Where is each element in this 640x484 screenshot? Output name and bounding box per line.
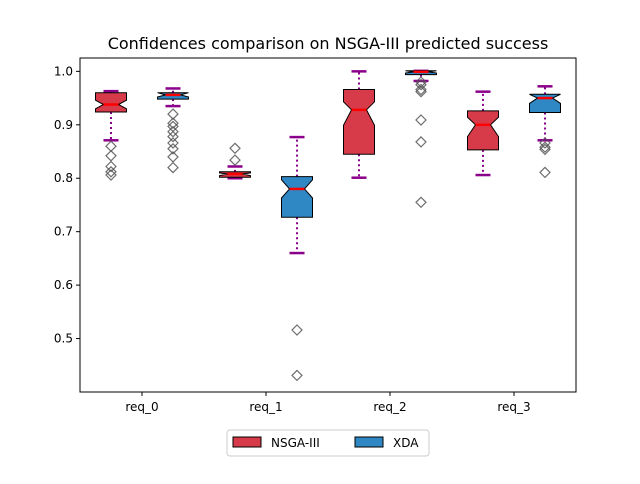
legend-label: XDA bbox=[393, 436, 419, 450]
outlier-point bbox=[539, 141, 551, 154]
box-req_0 bbox=[157, 87, 189, 174]
outlier-point bbox=[539, 137, 551, 149]
outlier-point bbox=[105, 160, 117, 173]
legend[interactable]: NSGA-III XDA bbox=[226, 429, 430, 457]
outlier-point bbox=[167, 125, 179, 138]
chart-title: Confidences comparison on NSGA-III predi… bbox=[108, 34, 549, 53]
y-tick-label: 0.7 bbox=[54, 225, 73, 239]
box-req_2 bbox=[343, 70, 375, 179]
box-req_1 bbox=[219, 142, 251, 180]
outlier-point bbox=[539, 166, 551, 179]
outlier-point bbox=[415, 85, 427, 98]
outlier-point bbox=[229, 154, 241, 166]
outlier-point bbox=[415, 136, 427, 148]
box-req_3 bbox=[467, 90, 499, 177]
plot-area bbox=[79, 57, 577, 393]
box-req_3 bbox=[529, 85, 561, 179]
y-tick-label: 0.5 bbox=[54, 332, 73, 346]
box-req_2 bbox=[405, 69, 437, 209]
legend-swatch bbox=[232, 436, 262, 448]
y-axis: 0.5 0.6 0.7 0.8 0.9 1.0 bbox=[54, 64, 80, 346]
outlier-point bbox=[167, 137, 179, 149]
outlier-point bbox=[229, 142, 241, 155]
outlier-point bbox=[167, 161, 179, 174]
outlier-point bbox=[539, 143, 551, 156]
outlier-point bbox=[167, 108, 179, 120]
x-tick-label: req_2 bbox=[373, 400, 406, 414]
x-tick-label: req_3 bbox=[497, 400, 530, 414]
box-series-group bbox=[95, 69, 561, 382]
outlier-point bbox=[415, 114, 427, 126]
y-tick-label: 0.9 bbox=[54, 118, 73, 132]
series-xda bbox=[157, 69, 561, 382]
outlier-point bbox=[167, 117, 179, 130]
x-axis: req_0 req_1 req_2 req_3 bbox=[125, 392, 531, 414]
box-req_0 bbox=[95, 89, 127, 181]
outlier-point bbox=[105, 149, 117, 162]
outlier-point bbox=[415, 196, 427, 209]
outlier-point bbox=[291, 369, 303, 382]
legend-swatch bbox=[354, 436, 384, 448]
box-body bbox=[281, 176, 313, 218]
box-body bbox=[467, 110, 499, 151]
outlier-point bbox=[415, 83, 427, 96]
outlier-point bbox=[105, 169, 117, 181]
x-tick-label: req_0 bbox=[125, 400, 158, 414]
outlier-point bbox=[167, 130, 179, 143]
box-body bbox=[529, 93, 561, 113]
series-nsga-iii bbox=[95, 70, 499, 181]
box-body bbox=[95, 92, 127, 113]
outlier-point bbox=[105, 165, 117, 178]
outlier-point bbox=[415, 78, 427, 91]
x-tick-label: req_1 bbox=[249, 400, 282, 414]
outlier-point bbox=[167, 142, 179, 155]
y-tick-label: 0.6 bbox=[54, 278, 73, 292]
y-tick-label: 0.8 bbox=[54, 171, 73, 185]
box-req_1 bbox=[281, 135, 313, 382]
y-tick-label: 1.0 bbox=[54, 64, 73, 78]
outlier-point bbox=[105, 140, 117, 153]
box-body bbox=[343, 89, 375, 155]
outlier-point bbox=[291, 324, 303, 336]
legend-label: NSGA-III bbox=[271, 436, 320, 450]
